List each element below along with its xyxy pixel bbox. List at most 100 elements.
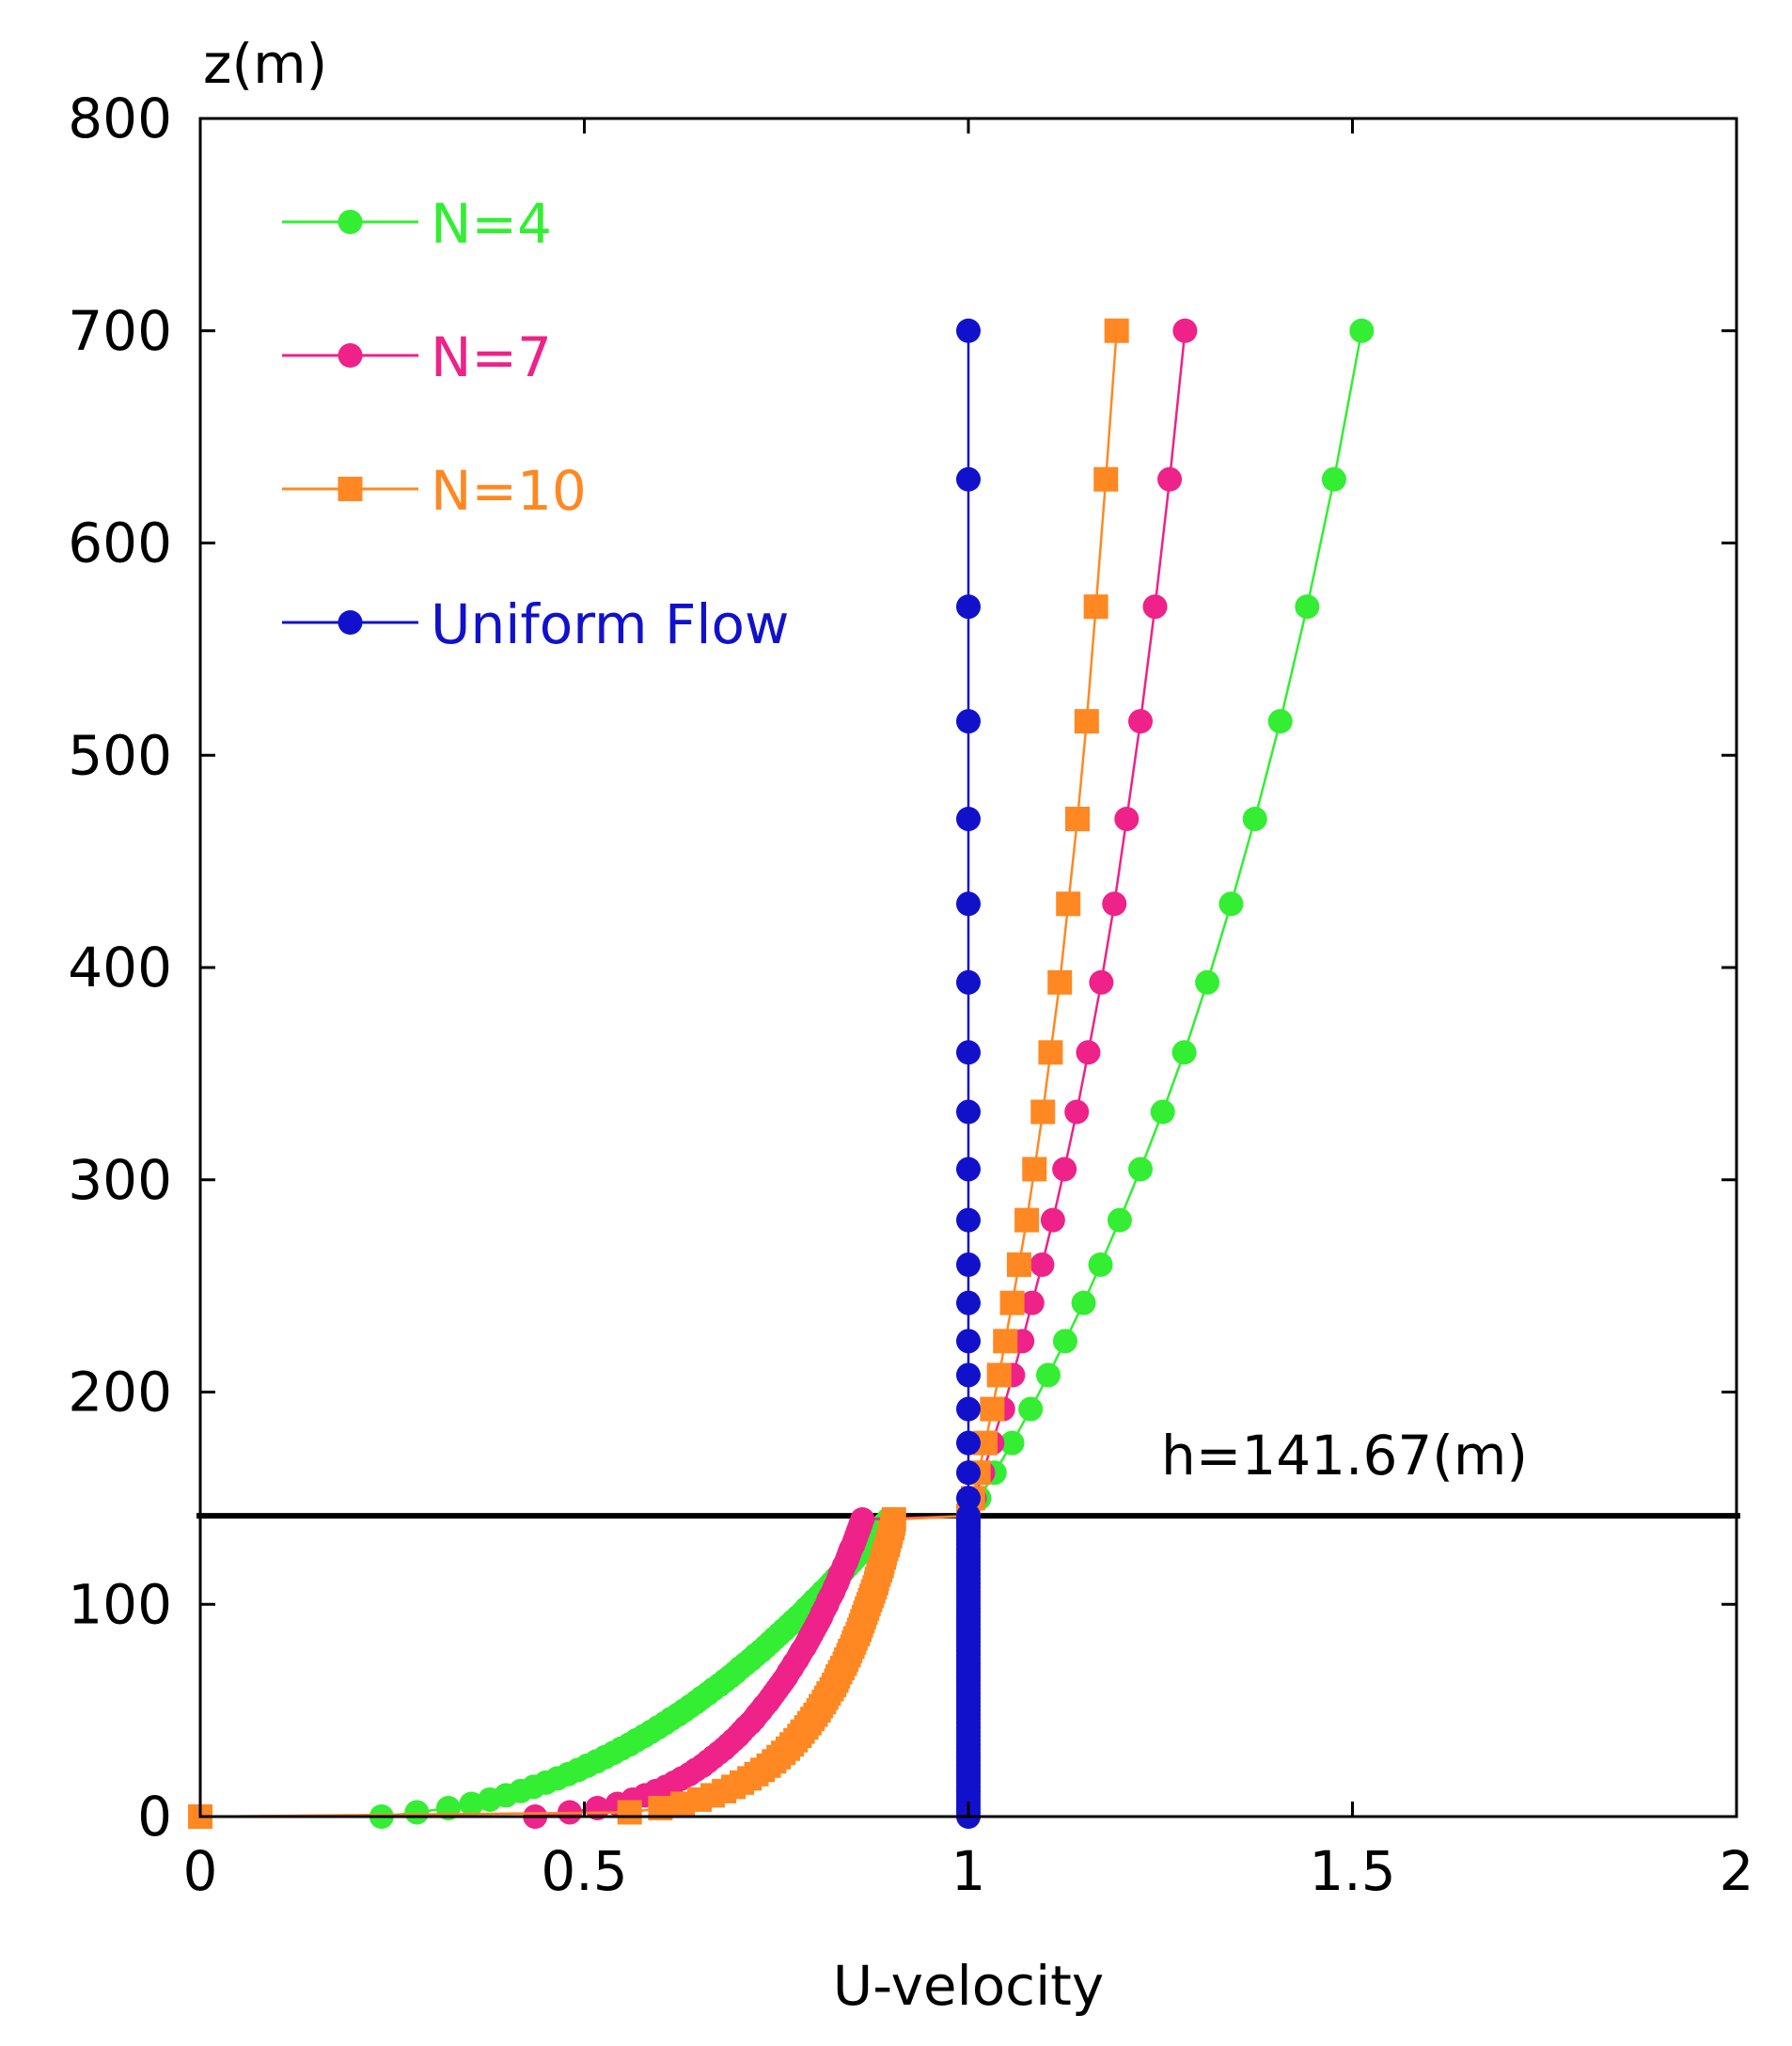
data-point — [404, 1800, 430, 1825]
data-point — [881, 1506, 906, 1532]
data-point — [956, 1329, 981, 1354]
series-n-10 — [188, 318, 1129, 1829]
data-point — [1052, 1157, 1077, 1182]
data-point — [1157, 466, 1183, 492]
x-tick-label: 1.5 — [1309, 1839, 1395, 1903]
y-tick-label: 0 — [137, 1785, 172, 1849]
x-tick-label: 2 — [1720, 1839, 1754, 1903]
data-point — [956, 1503, 981, 1529]
data-point — [1040, 1207, 1065, 1233]
data-point — [1195, 969, 1220, 995]
legend-marker — [338, 210, 363, 234]
data-point — [1056, 891, 1081, 917]
data-point — [956, 1460, 981, 1486]
plot-layer — [188, 318, 1740, 1829]
legend-entry: N=7 — [282, 325, 552, 389]
data-point — [1150, 1099, 1175, 1125]
data-point — [1107, 1207, 1132, 1233]
data-point — [1104, 318, 1129, 343]
y-tick-label: 700 — [68, 299, 172, 363]
data-point — [1321, 466, 1346, 492]
data-point — [956, 1157, 981, 1182]
y-tick-label: 200 — [68, 1361, 172, 1424]
data-point — [956, 466, 981, 492]
data-point — [980, 1396, 1005, 1422]
legend-label: N=4 — [431, 192, 552, 256]
x-tick-label: 0 — [183, 1839, 218, 1903]
data-point — [1064, 1099, 1090, 1125]
x-tick-label: 1 — [951, 1839, 986, 1903]
data-point — [1088, 1252, 1113, 1278]
data-point — [956, 1430, 981, 1456]
data-point — [956, 806, 981, 831]
data-point — [1295, 594, 1320, 620]
ticks-layer: 0 0.5 1 1.5 2 0 100 200 300 400 500 600 700 800 — [68, 87, 1753, 1903]
y-tick-label: 400 — [68, 936, 172, 999]
data-point — [850, 1506, 875, 1532]
data-point — [1006, 1252, 1031, 1278]
legend-marker — [338, 477, 363, 501]
legend-label: Uniform Flow — [431, 592, 789, 656]
data-point — [1093, 466, 1119, 492]
data-point — [1172, 318, 1198, 343]
data-point — [1014, 1207, 1040, 1233]
legend-label: N=10 — [431, 459, 587, 523]
y-tick-label: 500 — [68, 723, 172, 787]
y-tick-label: 100 — [68, 1572, 172, 1636]
data-point — [1035, 1362, 1061, 1388]
y-tick-label: 300 — [68, 1148, 172, 1212]
legend-entry: N=10 — [282, 459, 587, 523]
series-uniform-flow — [956, 318, 981, 1829]
data-point — [1076, 1040, 1101, 1065]
data-point — [993, 1329, 1018, 1354]
data-point — [956, 709, 981, 734]
data-point — [1052, 1329, 1077, 1354]
data-point — [1038, 1040, 1063, 1065]
data-point — [1128, 1157, 1154, 1182]
data-point — [956, 1290, 981, 1315]
reference-line-label: h=141.67(m) — [1161, 1424, 1528, 1487]
x-axis-title: U-velocity — [833, 1954, 1105, 2018]
data-point — [1065, 806, 1091, 831]
data-point — [1349, 318, 1375, 343]
data-point — [956, 969, 981, 995]
data-point — [956, 1252, 981, 1278]
data-point — [956, 594, 981, 620]
data-point — [1030, 1252, 1055, 1278]
data-point — [986, 1362, 1012, 1388]
data-point — [1267, 709, 1293, 734]
data-point — [1022, 1157, 1047, 1182]
y-tick-label: 800 — [68, 87, 172, 150]
data-point — [1114, 806, 1140, 831]
legend-entry: Uniform Flow — [282, 592, 789, 656]
data-point — [1218, 891, 1244, 917]
data-point — [459, 1791, 484, 1817]
data-point — [1242, 806, 1267, 831]
data-point — [956, 1396, 981, 1422]
data-point — [956, 318, 981, 343]
data-point — [1102, 891, 1127, 917]
data-point — [617, 1800, 642, 1825]
data-point — [585, 1795, 610, 1820]
data-point — [1030, 1099, 1056, 1125]
legend-label: N=7 — [431, 325, 552, 389]
legend: N=4 N=7 N=10 Uniform Flow — [282, 192, 789, 656]
data-point — [1089, 969, 1114, 995]
y-axis-title: z(m) — [203, 32, 327, 96]
x-tick-label: 0.5 — [541, 1839, 627, 1903]
data-point — [1083, 594, 1108, 620]
data-point — [956, 1486, 981, 1511]
data-point — [999, 1430, 1025, 1456]
y-tick-label: 600 — [68, 512, 172, 575]
data-point — [1128, 709, 1154, 734]
data-point — [999, 1290, 1025, 1315]
data-point — [956, 1040, 981, 1065]
data-point — [956, 891, 981, 917]
data-point — [956, 1099, 981, 1125]
data-point — [956, 1362, 981, 1388]
labels-layer: z(m) U-velocity h=141.67(m) — [203, 32, 1528, 2018]
data-point — [1142, 594, 1168, 620]
data-point — [1047, 969, 1073, 995]
